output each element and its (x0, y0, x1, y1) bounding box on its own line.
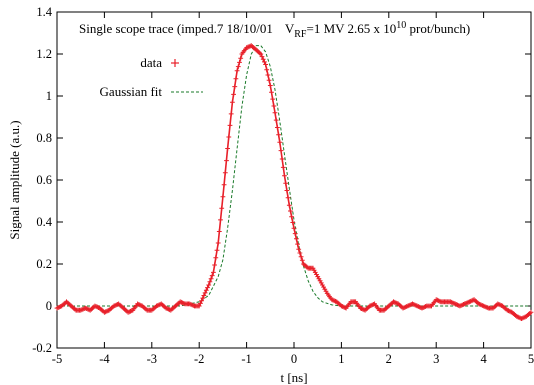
legend-label-gaussian-fit: Gaussian fit (100, 84, 163, 99)
y-tick-label: 1 (46, 89, 52, 103)
y-tick-label: -0.2 (32, 341, 52, 355)
x-tick-label: 5 (528, 352, 534, 366)
series-gaussian-fit-line (57, 45, 531, 307)
legend-marker-data (171, 59, 179, 67)
x-axis-label: t [ns] (280, 370, 307, 385)
x-tick-label: 3 (433, 352, 439, 366)
legend: data Gaussian fit (100, 55, 203, 99)
legend-label-data: data (140, 55, 162, 70)
x-tick-label: 0 (291, 352, 297, 366)
x-tick-label: -2 (194, 352, 204, 366)
x-tick-label: -1 (241, 352, 251, 366)
axis-ticks: -5 -4 -3 -2 -1 0 1 2 3 4 5 -0.2 0 0.2 0.4 0.6 0.8 1 1.2 1.4 (32, 5, 534, 366)
y-tick-label: 0.4 (36, 215, 52, 229)
x-tick-label: 4 (480, 352, 487, 366)
x-tick-label: -3 (147, 352, 157, 366)
y-tick-label: 1.4 (36, 5, 52, 19)
y-tick-label: 0 (46, 299, 52, 313)
series-layer (54, 43, 534, 321)
x-tick-label: -5 (52, 352, 62, 366)
y-axis-label: Signal amplitude (a.u.) (7, 120, 22, 239)
y-tick-label: 1.2 (36, 47, 52, 61)
x-tick-label: 2 (386, 352, 392, 366)
chart-title: Single scope trace (imped.7 18/10/01 VRF=… (79, 20, 470, 40)
series-data-trace (56, 44, 532, 320)
y-tick-label: 0.8 (36, 131, 52, 145)
y-tick-label: 0.6 (36, 173, 52, 187)
x-tick-label: 1 (338, 352, 344, 366)
y-tick-label: 0.2 (36, 257, 52, 271)
plot-frame (56, 11, 532, 349)
x-tick-label: -4 (99, 352, 110, 366)
